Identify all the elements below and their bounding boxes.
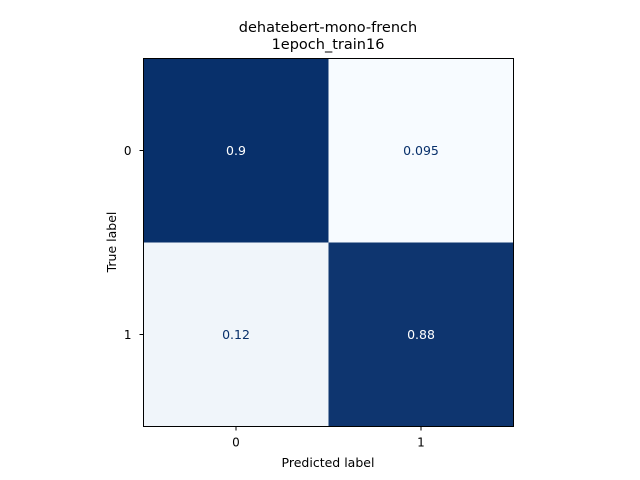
y-tick-label-1: 1 xyxy=(124,328,132,342)
heatmap-cell-1-1 xyxy=(328,242,514,427)
y-axis-label: True label xyxy=(104,212,119,274)
heatmap-cells xyxy=(143,58,514,427)
heatmap-cell-0-0 xyxy=(143,58,329,243)
x-tick-label-1: 1 xyxy=(417,436,425,450)
cell-value-label-1-1: 0.88 xyxy=(407,327,435,342)
chart-title-line-1: dehatebert-mono-french xyxy=(239,20,417,36)
cell-value-label-0-1: 0.095 xyxy=(403,143,439,158)
cell-value-label-1-0: 0.12 xyxy=(222,327,250,342)
x-axis-label: Predicted label xyxy=(282,455,375,470)
plot-frame xyxy=(143,58,514,427)
heatmap-cell-1-0 xyxy=(143,242,329,427)
heatmap-cell-0-1 xyxy=(328,58,514,243)
cell-value-label-0-0: 0.9 xyxy=(226,143,246,158)
x-tick-label-0: 0 xyxy=(232,436,240,450)
chart-title-line-2: 1epoch_train16 xyxy=(272,37,385,53)
y-tick-label-0: 0 xyxy=(124,144,132,158)
y-axis-ticks: 01 xyxy=(124,144,144,342)
heatmap-value-labels: 0.9 0.095 0.12 0.88 xyxy=(222,143,439,342)
